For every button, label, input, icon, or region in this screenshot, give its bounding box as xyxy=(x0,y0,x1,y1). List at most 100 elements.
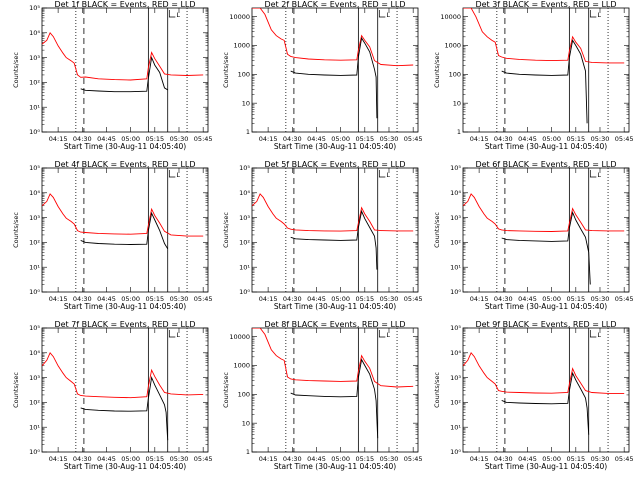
legend-tag: L xyxy=(176,171,180,179)
x-tick-label: 04:15 xyxy=(259,295,278,303)
x-tick-label: 04:30 xyxy=(283,455,302,463)
x-tick-label: 04:30 xyxy=(494,455,513,463)
x-tick-label: 05:00 xyxy=(542,455,561,463)
y-tick-label: 10⁰ xyxy=(29,128,40,136)
series-lld-line xyxy=(42,31,204,81)
series-events-line xyxy=(80,211,169,250)
x-tick-label: 04:45 xyxy=(518,295,537,303)
panel-title: Det 5f BLACK = Events, RED = LLD xyxy=(264,160,405,169)
panel-title: Det 9f BLACK = Events, RED = LLD xyxy=(475,320,616,329)
x-tick-label: 04:45 xyxy=(97,135,116,143)
series-lld-line xyxy=(252,193,414,232)
detector-panel-8: Det 8f BLACK = Events, RED = LLD 1 10 100 10… xyxy=(222,320,423,471)
series-events-line xyxy=(501,371,590,435)
y-tick-label: 1 xyxy=(246,448,250,456)
x-axis-label: Start Time (30-Aug-11 04:05:40) xyxy=(485,142,607,151)
plot-frame xyxy=(251,7,419,133)
legend-tag: L xyxy=(597,331,601,339)
panel-title: Det 4f BLACK = Events, RED = LLD xyxy=(54,160,195,169)
x-tick-label: 05:45 xyxy=(194,295,213,303)
y-tick-label: 1000 xyxy=(233,362,250,370)
legend-tag-glyph xyxy=(589,330,597,338)
y-tick-label: 10000 xyxy=(229,13,250,21)
x-tick-label: 05:30 xyxy=(380,295,399,303)
series-lld-line xyxy=(463,8,625,64)
x-tick-label: 04:45 xyxy=(307,455,326,463)
y-tick-label: 10000 xyxy=(229,333,250,341)
series-lld-line xyxy=(463,351,625,394)
x-tick-label: 05:30 xyxy=(380,135,399,143)
y-tick-label: 1000 xyxy=(444,42,461,50)
x-tick-label: 04:45 xyxy=(97,295,116,303)
y-tick-label: 10⁴ xyxy=(239,189,250,197)
x-tick-label: 04:45 xyxy=(97,455,116,463)
x-tick-label: 05:45 xyxy=(404,295,423,303)
legend-tag: L xyxy=(597,11,601,19)
legend-tag: L xyxy=(176,11,180,19)
legend-tag-glyph xyxy=(589,170,597,178)
x-tick-label: 05:30 xyxy=(170,455,189,463)
y-axis-label: Counts/sec xyxy=(222,52,230,88)
legend-tag-glyph xyxy=(378,330,386,338)
y-tick-label: 10⁰ xyxy=(450,448,461,456)
panel-title: Det 7f BLACK = Events, RED = LLD xyxy=(54,320,195,329)
x-tick-label: 05:15 xyxy=(566,455,585,463)
plot-data xyxy=(252,328,414,452)
series-lld-line xyxy=(252,8,414,67)
plot-data xyxy=(42,8,204,132)
x-tick-label: 04:30 xyxy=(494,135,513,143)
series-lld-line xyxy=(463,193,625,232)
x-tick-label: 05:00 xyxy=(331,295,350,303)
panel-title: Det 8f BLACK = Events, RED = LLD xyxy=(264,320,405,329)
y-tick-label: 10⁵ xyxy=(29,164,40,172)
x-tick-label: 04:30 xyxy=(283,135,302,143)
y-axis-label: Counts/sec xyxy=(12,52,20,88)
y-tick-label: 10⁰ xyxy=(239,288,250,296)
y-axis-label: Counts/sec xyxy=(12,372,20,408)
x-tick-label: 05:15 xyxy=(355,455,374,463)
x-axis-label: Start Time (30-Aug-11 04:05:40) xyxy=(485,302,607,311)
detector-panel-4: Det 4f BLACK = Events, RED = LLD 10⁰ 10¹ 10… xyxy=(12,160,213,311)
x-tick-label: 05:45 xyxy=(615,135,634,143)
x-tick-label: 04:15 xyxy=(49,455,68,463)
detector-panel-5: Det 5f BLACK = Events, RED = LLD 10⁰ 10¹ 10… xyxy=(222,160,423,311)
x-tick-label: 05:00 xyxy=(331,135,350,143)
y-tick-label: 10 xyxy=(242,419,250,427)
series-events-line xyxy=(80,375,169,441)
plot-data xyxy=(463,168,625,292)
series-events-line xyxy=(80,55,168,93)
legend-tag-glyph xyxy=(168,170,176,178)
plot-data xyxy=(42,328,204,452)
y-tick-label: 10000 xyxy=(440,13,461,21)
y-axis-label: Counts/sec xyxy=(12,212,20,248)
x-tick-label: 04:15 xyxy=(470,455,489,463)
series-events-line xyxy=(501,211,591,285)
x-tick-label: 05:30 xyxy=(170,135,189,143)
y-tick-label: 1000 xyxy=(233,42,250,50)
y-tick-label: 10² xyxy=(450,239,461,247)
y-axis-label: Counts/sec xyxy=(433,372,441,408)
y-tick-label: 10⁴ xyxy=(29,29,40,37)
legend-tag-glyph xyxy=(378,10,386,18)
y-tick-label: 10³ xyxy=(29,374,40,382)
x-tick-label: 04:45 xyxy=(307,135,326,143)
detector-panel-3: Det 3f BLACK = Events, RED = LLD 1 10 100 10… xyxy=(433,0,634,151)
x-tick-label: 05:45 xyxy=(194,455,213,463)
x-axis-label: Start Time (30-Aug-11 04:05:40) xyxy=(274,462,396,471)
plot-data xyxy=(252,168,414,292)
x-tick-label: 05:15 xyxy=(355,295,374,303)
x-tick-label: 04:30 xyxy=(73,135,92,143)
x-tick-label: 05:15 xyxy=(355,135,374,143)
y-tick-label: 10⁰ xyxy=(29,448,40,456)
y-tick-label: 10 xyxy=(242,99,250,107)
x-tick-label: 05:00 xyxy=(542,295,561,303)
plot-frame xyxy=(41,7,209,133)
y-tick-label: 10⁰ xyxy=(450,288,461,296)
y-tick-label: 10¹ xyxy=(239,263,250,271)
x-tick-label: 04:30 xyxy=(494,295,513,303)
panel-title: Det 1f BLACK = Events, RED = LLD xyxy=(54,0,195,9)
x-tick-label: 04:15 xyxy=(259,455,278,463)
x-axis-label: Start Time (30-Aug-11 04:05:40) xyxy=(485,462,607,471)
x-tick-label: 04:30 xyxy=(283,295,302,303)
